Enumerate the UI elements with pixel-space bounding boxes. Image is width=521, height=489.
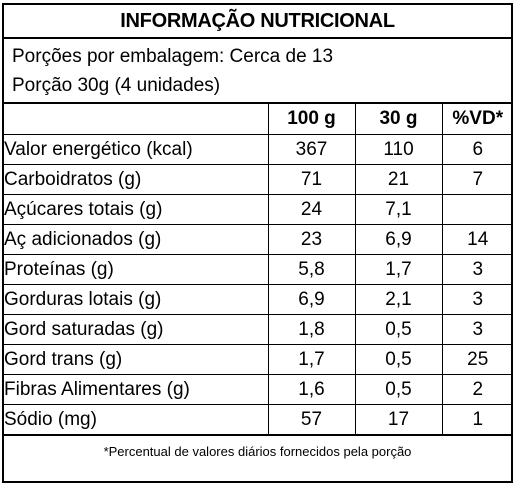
value-vd: 3 xyxy=(441,313,513,345)
value-100g: 24 xyxy=(267,193,356,225)
value-30g: 110 xyxy=(354,133,443,165)
nutrient-name: Aç adicionados (g) xyxy=(4,223,269,255)
value-30g: 21 xyxy=(354,163,443,195)
value-vd: 2 xyxy=(441,373,513,405)
table-row: Aç adicionados (g) 23 6,9 14 xyxy=(4,223,513,255)
nutrient-name: Fibras Alimentares (g) xyxy=(4,373,269,405)
value-vd xyxy=(441,193,513,225)
value-vd: 3 xyxy=(441,253,513,285)
value-100g: 1,8 xyxy=(267,313,356,345)
value-30g: 0,5 xyxy=(354,313,443,345)
nutrition-facts-label: INFORMAÇÃO NUTRICIONAL Porções por embal… xyxy=(2,3,513,483)
table-header-row: 100 g 30 g %VD* xyxy=(4,104,513,135)
header-per-100g: 100 g xyxy=(267,104,356,135)
value-100g: 6,9 xyxy=(267,283,356,315)
nutrient-name: Gorduras lotais (g) xyxy=(4,283,269,315)
table-row: Gord trans (g) 1,7 0,5 25 xyxy=(4,343,513,375)
value-100g: 57 xyxy=(267,403,356,435)
header-per-30g: 30 g xyxy=(354,104,443,135)
nutrient-name: Valor energético (kcal) xyxy=(4,133,269,165)
value-vd: 14 xyxy=(441,223,513,255)
nutrition-table: 100 g 30 g %VD* Valor energético (kcal) … xyxy=(4,104,513,435)
value-100g: 71 xyxy=(267,163,356,195)
nutrient-name: Sódio (mg) xyxy=(4,403,269,435)
value-30g: 0,5 xyxy=(354,373,443,405)
value-100g: 23 xyxy=(267,223,356,255)
value-30g: 1,7 xyxy=(354,253,443,285)
header-nutrient xyxy=(4,104,269,135)
label-title: INFORMAÇÃO NUTRICIONAL xyxy=(4,5,511,39)
nutrient-name: Gord saturadas (g) xyxy=(4,313,269,345)
servings-info: Porções por embalagem: Cerca de 13 Porçã… xyxy=(4,39,511,104)
value-30g: 6,9 xyxy=(354,223,443,255)
header-vd: %VD* xyxy=(441,104,513,135)
value-100g: 367 xyxy=(267,133,356,165)
footnote: *Percentual de valores diários fornecido… xyxy=(4,434,511,468)
value-vd: 7 xyxy=(441,163,513,195)
table-row: Açúcares totais (g) 24 7,1 xyxy=(4,193,513,225)
value-30g: 7,1 xyxy=(354,193,443,225)
value-30g: 2,1 xyxy=(354,283,443,315)
portion-size: Porção 30g (4 unidades) xyxy=(12,75,221,96)
table-row: Proteínas (g) 5,8 1,7 3 xyxy=(4,253,513,285)
nutrient-name: Gord trans (g) xyxy=(4,343,269,375)
value-30g: 17 xyxy=(354,403,443,435)
table-row: Valor energético (kcal) 367 110 6 xyxy=(4,133,513,165)
value-100g: 1,7 xyxy=(267,343,356,375)
nutrient-name: Açúcares totais (g) xyxy=(4,193,269,225)
table-row: Sódio (mg) 57 17 1 xyxy=(4,403,513,435)
value-100g: 1,6 xyxy=(267,373,356,405)
table-row: Carboidratos (g) 71 21 7 xyxy=(4,163,513,195)
table-row: Gord saturadas (g) 1,8 0,5 3 xyxy=(4,313,513,345)
nutrient-name: Proteínas (g) xyxy=(4,253,269,285)
servings-per-package: Porções por embalagem: Cerca de 13 xyxy=(12,46,334,67)
value-vd: 3 xyxy=(441,283,513,315)
value-30g: 0,5 xyxy=(354,343,443,375)
table-row: Fibras Alimentares (g) 1,6 0,5 2 xyxy=(4,373,513,405)
value-vd: 1 xyxy=(441,403,513,435)
nutrient-name: Carboidratos (g) xyxy=(4,163,269,195)
table-row: Gorduras lotais (g) 6,9 2,1 3 xyxy=(4,283,513,315)
value-vd: 6 xyxy=(441,133,513,165)
value-vd: 25 xyxy=(441,343,513,375)
value-100g: 5,8 xyxy=(267,253,356,285)
